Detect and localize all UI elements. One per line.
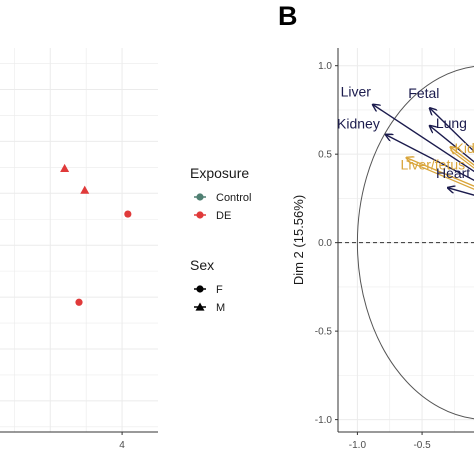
legend-sex-label: M xyxy=(216,302,225,314)
panel-b-variable-arrows xyxy=(373,105,474,196)
data-point-circle xyxy=(124,210,132,218)
panel-a: 4 xyxy=(0,48,158,451)
variable-arrow xyxy=(407,158,474,187)
correlation-circle xyxy=(356,66,474,420)
legend-key-circle xyxy=(196,285,204,293)
legend-sex-items: FM xyxy=(194,284,225,314)
variable-label: Liver xyxy=(341,84,372,100)
legend-exposure-title: Exposure xyxy=(190,165,249,181)
legend-key-triangle xyxy=(195,302,205,311)
legend: Exposure Control DE Sex FM xyxy=(190,165,251,314)
panel-b-gridlines xyxy=(337,48,474,433)
legend-exposure-items: Control DE xyxy=(194,192,251,222)
variable-arrow xyxy=(386,135,474,182)
panel-b-variable-labels: Liver Fetal Kidney Lung Kidney/fetusLiver/fe… xyxy=(337,84,474,181)
legend-key-dot xyxy=(196,193,204,201)
data-point-triangle xyxy=(80,185,90,194)
variable-arrow xyxy=(448,188,474,196)
panel-b-x-tick-label: -0.5 xyxy=(413,440,431,451)
panel-b-letter: B xyxy=(278,1,298,31)
legend-sex-title: Sex xyxy=(190,257,214,273)
panel-a-plot-area xyxy=(0,48,158,432)
panel-b-x-ticks: -1.0-0.50.0 xyxy=(349,432,431,451)
panel-a-points xyxy=(60,163,132,306)
variable-arrow xyxy=(430,126,474,163)
variable-arrow xyxy=(450,149,474,169)
variable-arrow xyxy=(430,108,474,153)
panel-b-correlation-circle xyxy=(356,66,474,420)
panel-a-x-tick-label: 4 xyxy=(119,440,125,451)
panel-a-gridlines xyxy=(0,48,158,433)
variable-label: Fetal xyxy=(408,85,439,101)
variable-label: Lung xyxy=(436,115,467,131)
panel-a-x-ticks: 4 xyxy=(119,432,125,451)
panel-b-y-tick-label: 1.0 xyxy=(318,61,332,72)
panel-b-y-tick-label: 0.5 xyxy=(318,150,332,161)
panel-b-y-axis-label: Dim 2 (15.56%) xyxy=(291,195,306,285)
variable-label: Kidney/fetus xyxy=(455,140,474,156)
variable-label: Liver/fetus xyxy=(401,157,466,173)
data-point-triangle xyxy=(60,163,70,172)
legend-sex-label: F xyxy=(216,284,223,296)
legend-exposure-label: DE xyxy=(216,210,231,222)
panel-b: Liver Fetal Kidney Lung Kidney/fetusLiver/fe… xyxy=(291,48,474,451)
panel-b-y-tick-label: -1.0 xyxy=(315,415,333,426)
panel-b-y-tick-label: 0.0 xyxy=(318,238,332,249)
variable-label: Heart xyxy=(436,165,470,181)
variable-arrow xyxy=(406,160,474,190)
variable-arrow xyxy=(373,105,474,173)
panel-b-y-ticks: 1.0 0.5 0.0 -0.5 -1.0 xyxy=(315,61,338,426)
variable-arrow xyxy=(451,147,474,166)
legend-exposure-label: Control xyxy=(216,192,251,204)
legend-key-dot xyxy=(196,211,204,219)
panel-b-y-tick-label: -0.5 xyxy=(315,327,333,338)
panel-b-x-tick-label: -1.0 xyxy=(349,440,367,451)
data-point-circle xyxy=(75,298,83,306)
variable-label: Kidney xyxy=(337,116,380,132)
